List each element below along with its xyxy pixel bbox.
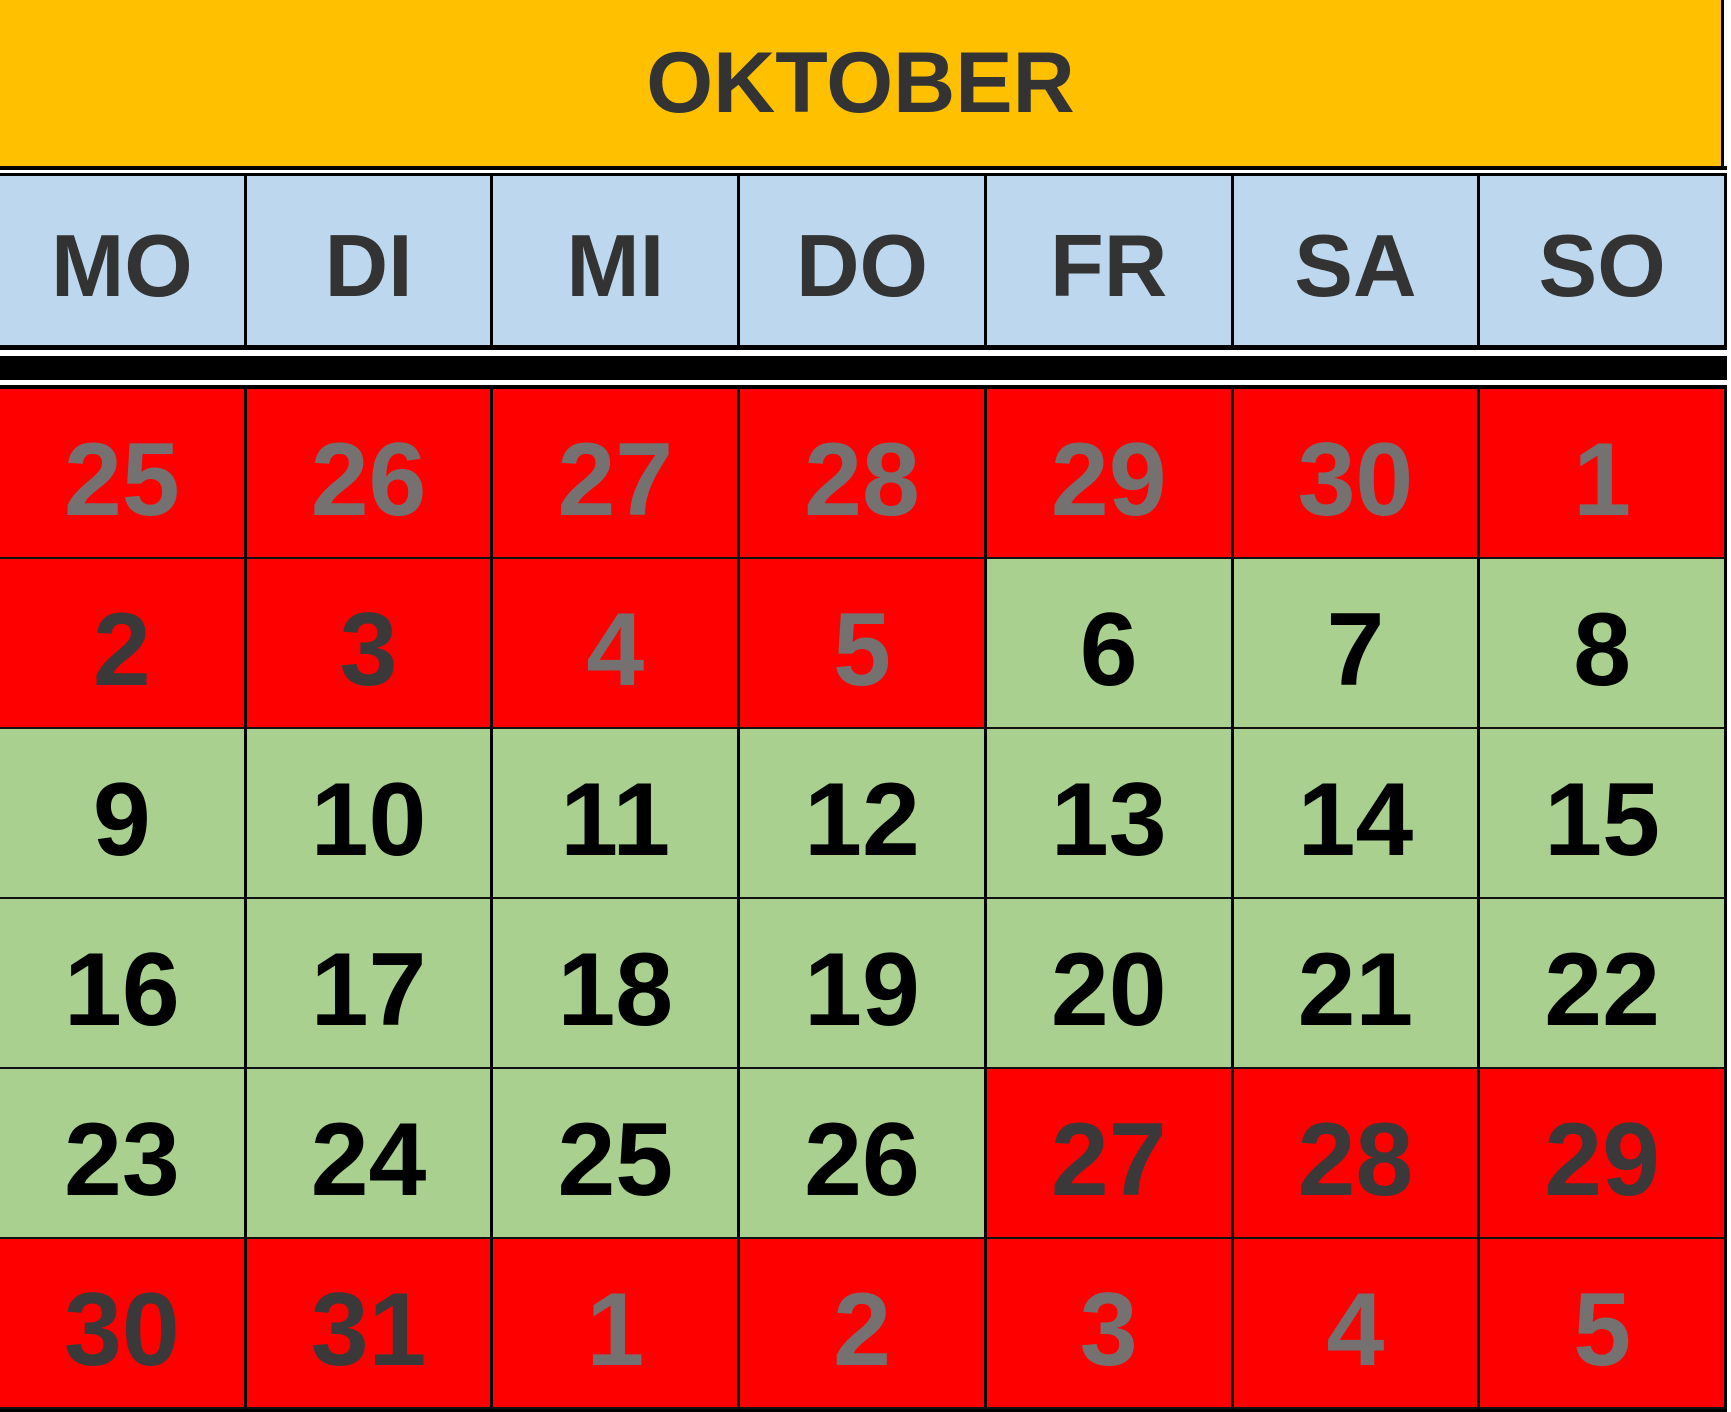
day-cell: 3: [986, 1239, 1234, 1409]
day-cell: 4: [1233, 1239, 1481, 1409]
day-cell: 4: [493, 559, 741, 729]
day-cell: 5: [740, 559, 987, 729]
day-cell: 23: [0, 1069, 247, 1239]
day-cell: 28: [1233, 1069, 1481, 1239]
day-cell: 12: [740, 729, 987, 899]
weekday-di: DI: [246, 176, 494, 346]
day-cell: 29: [1480, 1069, 1727, 1239]
month-title: OKTOBER: [0, 0, 1724, 166]
day-cell: 13: [986, 729, 1234, 899]
day-cell: 15: [1480, 729, 1727, 899]
day-cell: 6: [986, 559, 1234, 729]
day-cell: 5: [1480, 1239, 1727, 1409]
day-cell: 3: [246, 559, 494, 729]
day-cell: 26: [246, 389, 494, 559]
weekday-mi: MI: [493, 176, 741, 346]
divider: [0, 173, 1727, 177]
day-cell: 25: [493, 1069, 741, 1239]
day-cell: 19: [740, 899, 987, 1069]
day-cell: 20: [986, 899, 1234, 1069]
divider: [0, 166, 1727, 170]
day-cell: 25: [0, 389, 247, 559]
divider: [0, 385, 1727, 389]
day-cell: 27: [986, 1069, 1234, 1239]
weekday-mo: MO: [0, 176, 247, 346]
day-cell: 2: [0, 559, 247, 729]
day-cell: 11: [493, 729, 741, 899]
day-cell: 17: [246, 899, 494, 1069]
day-cell: 30: [0, 1239, 247, 1409]
day-cell: 29: [986, 389, 1234, 559]
thick-divider: [0, 356, 1727, 380]
day-cell: 24: [246, 1069, 494, 1239]
day-cell: 1: [1480, 389, 1727, 559]
calendar-grid: 25 26 27 28 29 30 1 2 3 4 5 6 7 8 9 10 11 12 13 14 15 16 17 18 1…: [0, 389, 1727, 1412]
day-cell: 30: [1233, 389, 1481, 559]
weekday-sa: SA: [1233, 176, 1481, 346]
weekday-so: SO: [1480, 176, 1727, 346]
day-cell: 14: [1233, 729, 1481, 899]
day-cell: 8: [1480, 559, 1727, 729]
day-cell: 18: [493, 899, 741, 1069]
day-cell: 7: [1233, 559, 1481, 729]
day-cell: 9: [0, 729, 247, 899]
weekday-header-row: MO DI MI DO FR SA SO: [0, 176, 1727, 346]
weekday-fr: FR: [986, 176, 1234, 346]
divider: [0, 345, 1727, 350]
day-cell: 26: [740, 1069, 987, 1239]
day-cell: 21: [1233, 899, 1481, 1069]
day-cell: 28: [740, 389, 987, 559]
day-cell: 1: [493, 1239, 741, 1409]
day-cell: 22: [1480, 899, 1727, 1069]
day-cell: 2: [740, 1239, 987, 1409]
weekday-do: DO: [740, 176, 987, 346]
day-cell: 31: [246, 1239, 494, 1409]
day-cell: 27: [493, 389, 741, 559]
day-cell: 10: [246, 729, 494, 899]
day-cell: 16: [0, 899, 247, 1069]
